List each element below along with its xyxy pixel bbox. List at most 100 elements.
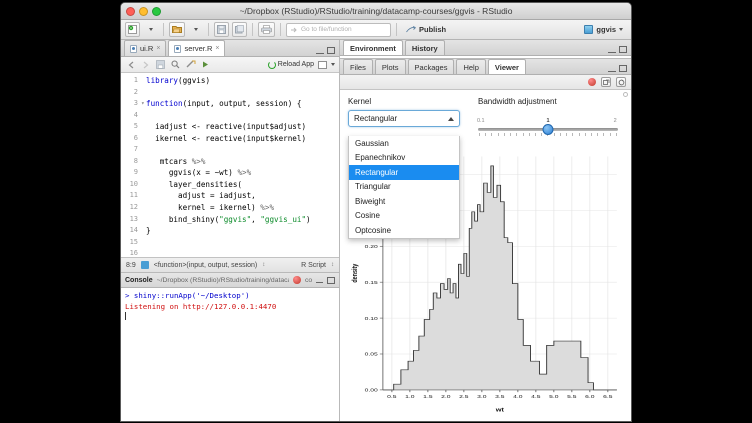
maximize-pane-icon[interactable] xyxy=(619,46,627,53)
window-body: ui.R × server.R × xyxy=(121,40,631,421)
minimize-pane-icon[interactable] xyxy=(316,48,324,54)
main-toolbar[interactable]: Go to file/function Publish ggvis xyxy=(121,20,631,40)
code-editor[interactable]: 1 library(ggvis) 2 3 ▾ function(input, output… xyxy=(121,73,339,257)
minimize-window-button[interactable] xyxy=(139,6,148,16)
maximize-pane-icon[interactable] xyxy=(327,47,335,54)
console-header[interactable]: Console ~/Dropbox (RStudio)/RStudio/trai… xyxy=(121,273,339,288)
kernel-option-optcosine[interactable]: Optcosine xyxy=(349,223,459,238)
code-line: 9 ggvis(x = ~wt) %>% xyxy=(121,167,339,179)
goto-file-input[interactable]: Go to file/function xyxy=(286,22,391,37)
fold-marker[interactable] xyxy=(141,144,146,156)
minimize-pane-icon[interactable] xyxy=(608,47,616,53)
tab-help[interactable]: Help xyxy=(456,59,486,74)
code-line: 7 xyxy=(121,144,339,156)
code-tools-icon[interactable] xyxy=(185,59,196,70)
x-tick-label: 3.0 xyxy=(477,395,487,400)
new-file-dropdown[interactable] xyxy=(143,22,158,37)
window-titlebar[interactable]: ~/Dropbox (RStudio)/RStudio/training/dat… xyxy=(121,3,631,20)
viewer-pane-buttons[interactable] xyxy=(608,65,631,74)
open-file-dropdown[interactable] xyxy=(188,22,203,37)
tab-packages[interactable]: Packages xyxy=(407,59,455,74)
kernel-options-list[interactable]: Gaussian Epanechnikov Rectangular Triangula… xyxy=(348,136,460,239)
kernel-option-biweight[interactable]: Biweight xyxy=(349,194,459,209)
tab-environment[interactable]: Environment xyxy=(343,40,403,55)
fold-marker[interactable] xyxy=(141,248,146,257)
y-tick-label: 0.05 xyxy=(365,352,379,357)
console-line: > shiny::runApp('~/Desktop') xyxy=(125,291,250,300)
popout-icon[interactable] xyxy=(601,77,611,87)
slider-handle[interactable] xyxy=(542,124,554,135)
tab-history[interactable]: History xyxy=(404,40,445,55)
file-type-label[interactable]: R Script xyxy=(301,261,326,269)
run-app-options-icon[interactable] xyxy=(318,60,327,69)
x-tick-label: 6.5 xyxy=(603,395,613,400)
scope-label[interactable]: <function>(input, output, session) xyxy=(153,261,258,269)
print-button[interactable] xyxy=(258,22,275,37)
viewer-toolbar[interactable] xyxy=(340,75,631,90)
kernel-label: Kernel xyxy=(348,97,372,106)
save-button[interactable] xyxy=(214,22,229,37)
stop-button-icon[interactable] xyxy=(293,276,301,284)
viewer-tab-bar[interactable]: Files Plots Packages Help Viewer xyxy=(340,59,631,75)
close-tab-icon[interactable]: × xyxy=(156,45,161,52)
project-menu[interactable]: ggvis xyxy=(584,25,627,34)
minimize-pane-icon[interactable] xyxy=(608,66,616,72)
fold-marker[interactable] xyxy=(141,87,146,99)
open-file-button[interactable] xyxy=(169,22,185,37)
rstudio-window: ~/Dropbox (RStudio)/RStudio/training/dat… xyxy=(120,2,632,422)
kernel-option-epanechnikov[interactable]: Epanechnikov xyxy=(349,151,459,166)
console-output[interactable]: > shiny::runApp('~/Desktop')Listening on… xyxy=(121,288,339,421)
kernel-option-cosine[interactable]: Cosine xyxy=(349,209,459,224)
minimize-pane-icon[interactable] xyxy=(315,277,324,283)
source-pane-buttons[interactable] xyxy=(316,47,339,56)
source-tab-bar[interactable]: ui.R × server.R × xyxy=(121,40,339,57)
kernel-option-rectangular[interactable]: Rectangular xyxy=(349,165,459,180)
toolbar-divider xyxy=(396,23,397,36)
fold-marker[interactable] xyxy=(141,110,146,122)
kernel-option-triangular[interactable]: Triangular xyxy=(349,180,459,195)
code-line: 1 library(ggvis) xyxy=(121,75,339,87)
editor-toolbar[interactable]: Reload App xyxy=(121,57,339,73)
tab-viewer[interactable]: Viewer xyxy=(487,59,526,74)
kernel-option-gaussian[interactable]: Gaussian xyxy=(349,136,459,151)
slider-tick xyxy=(485,133,487,136)
run-icon[interactable] xyxy=(200,59,211,70)
y-tick-label: 0.15 xyxy=(365,281,379,286)
source-tab-server-r[interactable]: server.R × xyxy=(168,40,226,56)
maximize-pane-icon[interactable] xyxy=(327,276,335,284)
environment-tab-bar[interactable]: Environment History xyxy=(340,40,631,56)
slider-tick xyxy=(578,133,580,136)
refresh-icon[interactable] xyxy=(616,77,626,87)
line-number: 4 xyxy=(133,110,138,119)
window-controls[interactable] xyxy=(126,6,161,16)
code-token: %>% xyxy=(237,168,252,178)
new-file-button[interactable] xyxy=(125,22,140,37)
reload-app-button[interactable]: Reload App xyxy=(267,60,314,69)
search-icon[interactable] xyxy=(170,59,181,70)
code-token: function xyxy=(146,99,183,109)
slider-track[interactable] xyxy=(478,124,618,135)
save-editor-icon[interactable] xyxy=(155,59,166,70)
maximize-pane-icon[interactable] xyxy=(619,65,627,72)
fold-marker[interactable]: ▾ xyxy=(141,100,145,108)
source-tab-ui-r[interactable]: ui.R × xyxy=(124,40,167,56)
environment-pane-buttons[interactable] xyxy=(608,46,631,55)
bandwidth-slider[interactable]: 0.1 1 2 xyxy=(477,110,618,136)
close-tab-icon[interactable]: × xyxy=(215,45,220,52)
tab-plots[interactable]: Plots xyxy=(374,59,406,74)
chevron-down-icon[interactable] xyxy=(331,63,335,66)
tab-files[interactable]: Files xyxy=(343,59,373,74)
code-token: ggvis(x = ~wt) xyxy=(146,168,238,178)
density-line xyxy=(382,165,617,391)
forward-arrow-icon[interactable] xyxy=(140,59,151,70)
publish-button[interactable]: Publish xyxy=(406,25,446,34)
kernel-option-label: Gaussian xyxy=(355,138,389,148)
close-window-button[interactable] xyxy=(126,6,135,16)
kernel-select[interactable]: Rectangular xyxy=(348,110,460,127)
fold-marker[interactable] xyxy=(141,237,146,249)
save-all-button[interactable] xyxy=(232,22,247,37)
back-arrow-icon[interactable] xyxy=(125,59,136,70)
console-line: Listening on http://127.0.0.1:4470 xyxy=(125,302,335,313)
stop-button-icon[interactable] xyxy=(588,78,596,86)
maximize-window-button[interactable] xyxy=(152,6,161,16)
